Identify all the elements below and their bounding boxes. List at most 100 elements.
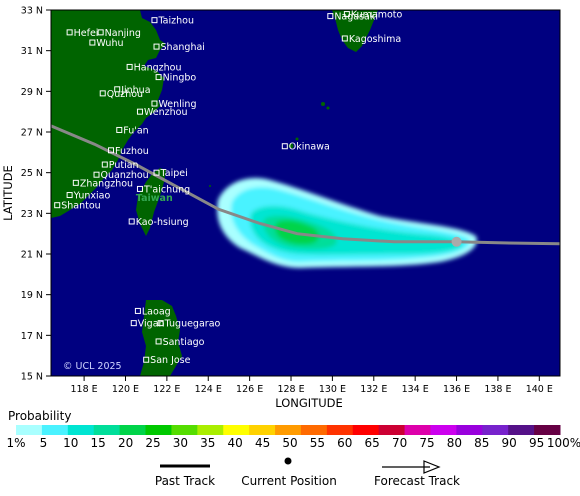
x-tick-label: 132 E [360, 384, 387, 395]
colorbar-label: 45 [255, 436, 270, 450]
x-tick-label: 118 E [71, 384, 98, 395]
colorbar-segment [275, 425, 302, 435]
current-position-legend-label: Current Position [241, 474, 337, 488]
island [321, 102, 325, 106]
colorbar-segment [67, 425, 95, 435]
copyright-label: © UCL 2025 [63, 361, 122, 372]
city-marker [130, 320, 137, 327]
land-taiwan [136, 168, 166, 236]
colorbar-segment [534, 425, 561, 435]
colorbar-segment [16, 425, 43, 435]
city-marker [114, 86, 121, 93]
city-label: T'aichung [143, 184, 190, 195]
forecast-track-legend-arrow [423, 460, 441, 474]
city-label: Hefei [74, 28, 99, 39]
city-label: Ningbo [163, 73, 197, 84]
colorbar-label: 85 [474, 436, 489, 450]
city-label: Yunxiao [73, 191, 111, 202]
city-label: Shantou [61, 201, 100, 212]
colorbar-segment [456, 425, 483, 435]
city-label: Wenling [158, 99, 196, 110]
city-label: Kao-hsiung [136, 217, 189, 228]
past-track-line [51, 124, 560, 246]
colorbar-label: 60 [337, 436, 352, 450]
city-marker [128, 218, 135, 225]
city-marker [116, 126, 123, 133]
city-marker [66, 29, 73, 36]
y-axis-ticks: 15 N 17 N 19 N 21 N 23 N 25 N 27 N 29 N 31 N 33 N [21, 6, 51, 383]
city-marker [153, 169, 160, 176]
city-label: Nanjing [105, 28, 141, 39]
y-tick-label: 29 N [21, 87, 43, 98]
x-tick-label: 134 E [402, 384, 429, 395]
city-label: Taipei [160, 168, 188, 179]
probability-colorbar-labels: 1% 5 10 15 20 25 30 35 40 45 50 55 60 65 70 75 80 85 90 95 1… [6, 436, 580, 450]
colorbar-label: 100% [547, 436, 580, 450]
y-tick-label: 17 N [21, 331, 43, 342]
plot-border [50, 9, 561, 377]
city-marker [136, 185, 143, 192]
colorbar-label: 70 [392, 436, 407, 450]
x-tick-label: 138 E [484, 384, 511, 395]
city-label: Quanzhou [101, 170, 149, 181]
city-marker [54, 202, 61, 209]
x-tick-label: 128 E [277, 384, 304, 395]
island [288, 143, 294, 149]
city-label: San Jose [150, 355, 190, 366]
island [295, 137, 299, 141]
city-label: Zhangzhou [80, 178, 133, 189]
colorbar-segment [119, 425, 147, 435]
city-label: Kumamoto [351, 10, 403, 21]
city-marker [126, 63, 133, 70]
city-label: Fuzhou [115, 146, 149, 157]
city-label: Wenzhou [144, 107, 188, 118]
y-tick-label: 25 N [21, 168, 43, 179]
x-tick-label: 126 E [236, 384, 263, 395]
city-marker [89, 39, 96, 46]
colorbar-label: 50 [282, 436, 297, 450]
y-tick-label: 27 N [21, 128, 43, 139]
y-tick-label: 31 N [21, 46, 43, 57]
colorbar-label: 15 [91, 436, 106, 450]
city-label: Putian [109, 160, 139, 171]
x-axis-title: LONGITUDE [275, 396, 343, 410]
colorbar-label: 65 [365, 436, 380, 450]
colorbar-segment [171, 425, 198, 435]
colorbar-segment [508, 425, 535, 435]
city-label: Quzhou [107, 89, 143, 100]
land-kyushu [332, 10, 378, 52]
colorbar-label: 55 [310, 436, 325, 450]
y-tick-label: 33 N [21, 6, 43, 17]
land-china [51, 10, 166, 218]
colorbar-label: 80 [447, 436, 462, 450]
colorbar-label: 30 [173, 436, 188, 450]
city-label: Kagoshima [349, 34, 401, 45]
land-luzon [140, 300, 182, 376]
y-tick-label: 15 N [21, 372, 43, 383]
city-label: Tuguegarao [164, 319, 221, 330]
colorbar-segment [482, 425, 509, 435]
city-marker [93, 171, 100, 178]
colorbar-label: 5 [40, 436, 48, 450]
city-marker [66, 192, 73, 199]
y-axis-title: LATITUDE [1, 165, 15, 221]
colorbar-segment [41, 425, 69, 435]
colorbar-segment [145, 425, 172, 435]
colorbar-segment [430, 425, 457, 435]
region-label-taiwan: Taiwan [136, 193, 173, 204]
city-marker [101, 161, 108, 168]
colorbar-label: 35 [200, 436, 215, 450]
city-marker [134, 307, 141, 314]
city-label: Taizhou [157, 16, 194, 27]
colorbar-segment [352, 425, 380, 435]
colorbar-label: 40 [228, 436, 243, 450]
x-tick-label: 122 E [153, 384, 180, 395]
city-marker [97, 29, 104, 36]
colorbar-label: 90 [502, 436, 517, 450]
x-tick-label: 140 E [526, 384, 553, 395]
colorbar-segment [249, 425, 276, 435]
city-marker [343, 11, 350, 18]
city-marker [327, 13, 334, 20]
colorbar-label: 1% [6, 436, 25, 450]
